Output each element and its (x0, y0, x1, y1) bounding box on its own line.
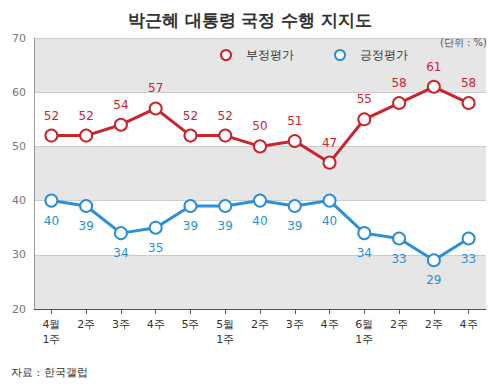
svg-text:6월: 6월 (355, 318, 373, 331)
svg-text:4주: 4주 (460, 318, 478, 331)
svg-text:39: 39 (79, 219, 94, 233)
svg-text:2주: 2주 (77, 318, 95, 331)
svg-text:39: 39 (183, 219, 198, 233)
svg-text:33: 33 (461, 252, 476, 266)
svg-text:4월: 4월 (42, 318, 60, 331)
svg-text:박근혜 대통령 국정 수행 지지도: 박근혜 대통령 국정 수행 지지도 (128, 10, 373, 30)
svg-text:긍정평가: 긍정평가 (360, 48, 408, 62)
svg-text:39: 39 (218, 219, 233, 233)
svg-text:4주: 4주 (147, 318, 165, 331)
svg-text:부정평가: 부정평가 (246, 48, 294, 62)
svg-text:52: 52 (183, 109, 198, 123)
svg-text:47: 47 (322, 136, 337, 150)
svg-text:58: 58 (461, 76, 476, 90)
svg-text:30: 30 (12, 248, 26, 261)
svg-text:57: 57 (148, 81, 163, 95)
svg-text:70: 70 (12, 32, 26, 45)
svg-text:58: 58 (391, 76, 406, 90)
svg-text:40: 40 (44, 214, 59, 228)
svg-text:3주: 3주 (286, 318, 304, 331)
svg-text:54: 54 (113, 98, 128, 112)
svg-text:4주: 4주 (321, 318, 339, 331)
svg-text:52: 52 (44, 109, 59, 123)
svg-text:34: 34 (357, 246, 372, 260)
svg-text:39: 39 (287, 219, 302, 233)
svg-text:자료 : 한국갤럽: 자료 : 한국갤럽 (11, 366, 88, 379)
svg-text:3주: 3주 (112, 318, 130, 331)
svg-text:1주: 1주 (216, 333, 234, 346)
svg-text:2주: 2주 (251, 318, 269, 331)
svg-text:29: 29 (426, 273, 441, 287)
svg-text:55: 55 (357, 92, 372, 106)
svg-text:60: 60 (12, 86, 26, 99)
svg-text:20: 20 (12, 303, 26, 316)
svg-text:2주: 2주 (390, 318, 408, 331)
svg-text:5주: 5주 (181, 318, 199, 331)
svg-text:34: 34 (113, 246, 128, 260)
svg-text:50: 50 (12, 140, 26, 153)
svg-text:1주: 1주 (355, 333, 373, 346)
svg-text:1주: 1주 (42, 333, 60, 346)
svg-text:61: 61 (426, 60, 441, 74)
svg-text:40: 40 (252, 214, 267, 228)
svg-text:2주: 2주 (425, 318, 443, 331)
svg-text:33: 33 (391, 252, 406, 266)
svg-text:(단위 : %): (단위 : %) (440, 37, 487, 48)
svg-text:51: 51 (287, 114, 302, 128)
svg-text:50: 50 (252, 119, 267, 133)
svg-text:52: 52 (79, 109, 94, 123)
svg-text:5월: 5월 (216, 318, 234, 331)
svg-text:52: 52 (218, 109, 233, 123)
svg-text:40: 40 (322, 214, 337, 228)
svg-text:40: 40 (12, 194, 26, 207)
svg-text:35: 35 (148, 241, 163, 255)
